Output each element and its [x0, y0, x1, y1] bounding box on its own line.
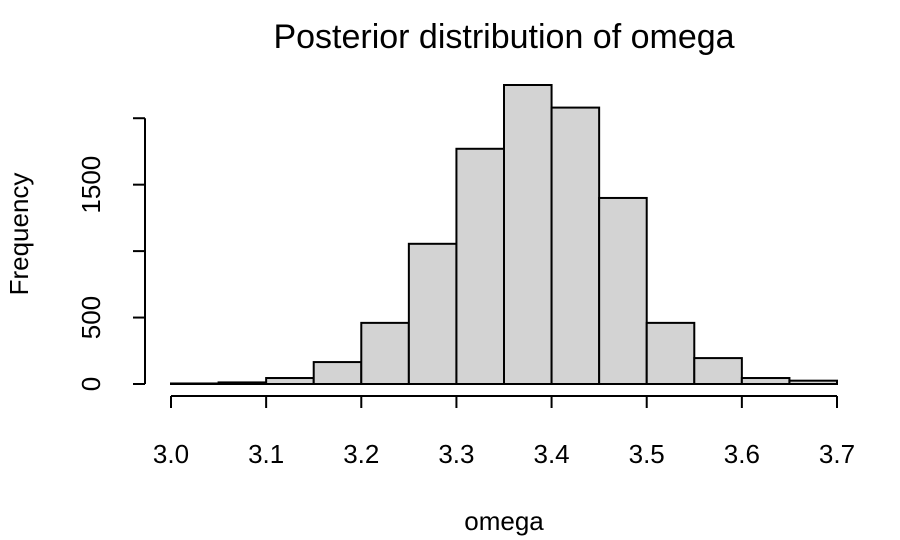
histogram-bar: [503, 84, 553, 385]
histogram-bar: [693, 357, 743, 386]
y-tick-label: 500: [76, 296, 106, 339]
x-axis: 3.0 3.1 3.2 3.3 3.4 3.5 3.6 3.7: [153, 395, 855, 469]
x-tick-label: 3.4: [533, 439, 569, 469]
histogram-bar: [645, 321, 696, 386]
x-tick-label: 3.7: [819, 439, 855, 469]
histogram-bar: [407, 242, 458, 385]
histogram-bar: [455, 147, 505, 385]
histogram-bar: [217, 381, 268, 386]
x-tick-label: 3.6: [724, 439, 760, 469]
y-tick-label: 1500: [76, 156, 106, 214]
x-tick-label: 3.3: [438, 439, 474, 469]
histogram-bar: [312, 361, 363, 385]
x-tick-label: 3.0: [153, 439, 189, 469]
chart-title: Posterior distribution of omega: [273, 18, 734, 56]
histogram-bar: [788, 379, 839, 385]
y-tick-label: 0: [76, 377, 106, 391]
histogram-bar: [265, 377, 315, 385]
histogram-bar: [740, 377, 791, 385]
x-tick-label: 3.1: [248, 439, 284, 469]
x-axis-label: omega: [464, 506, 544, 536]
y-axis: 0 500 1500: [76, 117, 146, 391]
histogram-bar: [598, 196, 648, 385]
histogram-bar: [170, 382, 220, 386]
x-tick-label: 3.5: [629, 439, 665, 469]
histogram-bar: [550, 106, 601, 385]
histogram-bar: [360, 321, 410, 386]
y-axis-label: Frequency: [4, 173, 34, 296]
bars-group: [170, 84, 839, 386]
x-tick-label: 3.2: [343, 439, 379, 469]
